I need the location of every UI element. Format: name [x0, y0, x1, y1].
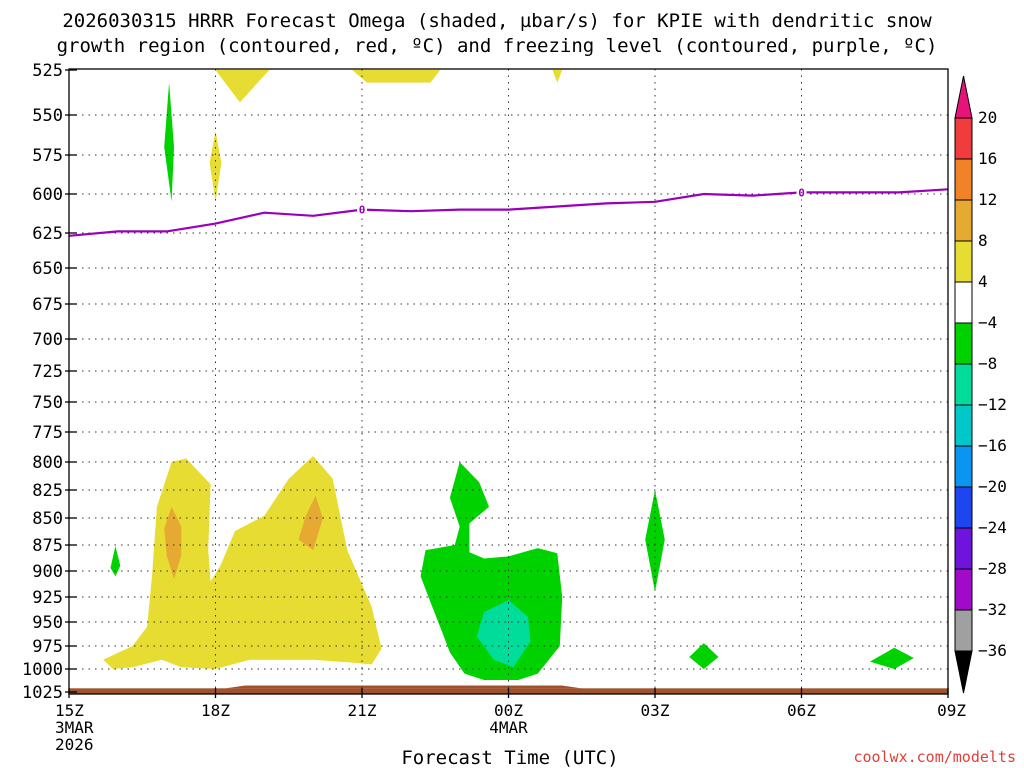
colorbar-band — [954, 240, 973, 283]
colorbar-label: 12 — [978, 190, 997, 209]
colorbar-label: 8 — [978, 231, 988, 250]
colorbar-label: −12 — [978, 395, 1007, 414]
colorbar-label: −28 — [978, 559, 1007, 578]
chart-title-line1: 2026030315 HRRR Forecast Omega (shaded, … — [62, 10, 932, 32]
chart-title-line2: growth region (contoured, red, ºC) and f… — [57, 35, 938, 57]
y-tick-label: 550 — [32, 106, 63, 126]
colorbar-band — [954, 609, 973, 652]
x-tick-label: 18Z — [201, 701, 230, 720]
y-tick-label: 600 — [32, 185, 63, 205]
colorbar-label: −20 — [978, 477, 1007, 496]
colorbar-band — [954, 281, 973, 324]
y-tick-label: 925 — [32, 588, 63, 608]
colorbar-band — [954, 199, 973, 242]
colorbar: 20 16 12 8 4 −4 −8 −12 −16 −20 −24 −28 −32 −36 — [954, 75, 1007, 694]
y-tick-label: 975 — [32, 637, 63, 657]
y-tick-label: 850 — [32, 509, 63, 529]
omega-region-teal-core — [476, 600, 531, 668]
colorbar-bottom-arrow — [954, 650, 973, 694]
omega-region-yellow-top-3 — [552, 70, 563, 83]
colorbar-label: 20 — [978, 108, 997, 127]
y-tick-label: 650 — [32, 259, 63, 279]
y-tick-label: 725 — [32, 362, 63, 382]
colorbar-label: −8 — [978, 354, 997, 373]
x-tick-label: 09Z — [937, 701, 966, 720]
y-tick-label: 625 — [32, 224, 63, 244]
x-tick-label: 00Z — [494, 701, 523, 720]
freezing-level: 00 — [68, 185, 949, 237]
omega-region-orange-left — [164, 506, 182, 580]
omega-region-yellow-top-1 — [215, 70, 270, 103]
colorbar-band — [954, 158, 973, 201]
colorbar-band — [954, 445, 973, 488]
terrain-bump — [225, 685, 582, 689]
colorbar-label: 16 — [978, 149, 997, 168]
y-tick-label: 1025 — [22, 683, 63, 703]
x-tick-label: 21Z — [348, 701, 377, 720]
omega-region-green-small-left — [110, 546, 121, 577]
y-tick-label: 675 — [32, 295, 63, 315]
colorbar-label: 4 — [978, 272, 988, 291]
omega-region-green-0800 — [869, 647, 914, 669]
colorbar-band — [954, 117, 973, 160]
colorbar-band — [954, 404, 973, 447]
omega-shaded-regions — [103, 70, 914, 680]
colorbar-band — [954, 486, 973, 529]
x-tick-label: 4MAR — [489, 718, 528, 737]
colorbar-label: −24 — [978, 518, 1007, 537]
colorbar-top-arrow — [954, 75, 973, 119]
y-tick-label: 575 — [32, 146, 63, 166]
omega-region-yellow-main-low — [103, 456, 382, 669]
colorbar-band — [954, 322, 973, 365]
grid-lines — [69, 69, 948, 694]
colorbar-band — [954, 363, 973, 406]
credit-text: coolwx.com/modelts — [853, 748, 1016, 766]
y-tick-label: 750 — [32, 393, 63, 413]
x-axis-label: Forecast Time (UTC) — [401, 747, 618, 768]
omega-region-yellow-top-2 — [352, 70, 441, 83]
y-tick-label: 1000 — [22, 660, 63, 680]
omega-region-green-0300 — [645, 490, 665, 592]
x-tick-label: 2026 — [55, 735, 94, 754]
y-tick-label: 775 — [32, 423, 63, 443]
y-axis: 525 550 575 600 625 650 675 700 725 750 775 800 825 8… — [22, 61, 77, 703]
y-tick-label: 900 — [32, 562, 63, 582]
omega-region-green-0400 — [689, 643, 719, 669]
freezing-label-bg — [357, 202, 367, 217]
colorbar-label: −32 — [978, 600, 1007, 619]
freezing-level-label: 0 — [359, 204, 366, 217]
omega-region-yellow-upper-small — [209, 131, 222, 202]
x-tick-label: 06Z — [787, 701, 816, 720]
omega-region-orange-right — [298, 495, 323, 551]
colorbar-label: −36 — [978, 641, 1007, 660]
omega-region-green-upper — [164, 82, 174, 202]
x-tick-label: 3MAR — [55, 718, 94, 737]
colorbar-label: −4 — [978, 313, 997, 332]
colorbar-label: −16 — [978, 436, 1007, 455]
freezing-label-bg — [796, 185, 807, 200]
y-tick-label: 950 — [32, 613, 63, 633]
x-tick-label: 03Z — [641, 701, 670, 720]
y-tick-label: 800 — [32, 453, 63, 473]
y-tick-label: 875 — [32, 536, 63, 556]
y-tick-label: 825 — [32, 481, 63, 501]
colorbar-band — [954, 527, 973, 570]
y-tick-label: 525 — [32, 61, 63, 81]
y-tick-label: 700 — [32, 330, 63, 350]
x-tick-label: 15Z — [55, 701, 84, 720]
colorbar-band — [954, 568, 973, 611]
freezing-level-label: 0 — [798, 186, 805, 199]
